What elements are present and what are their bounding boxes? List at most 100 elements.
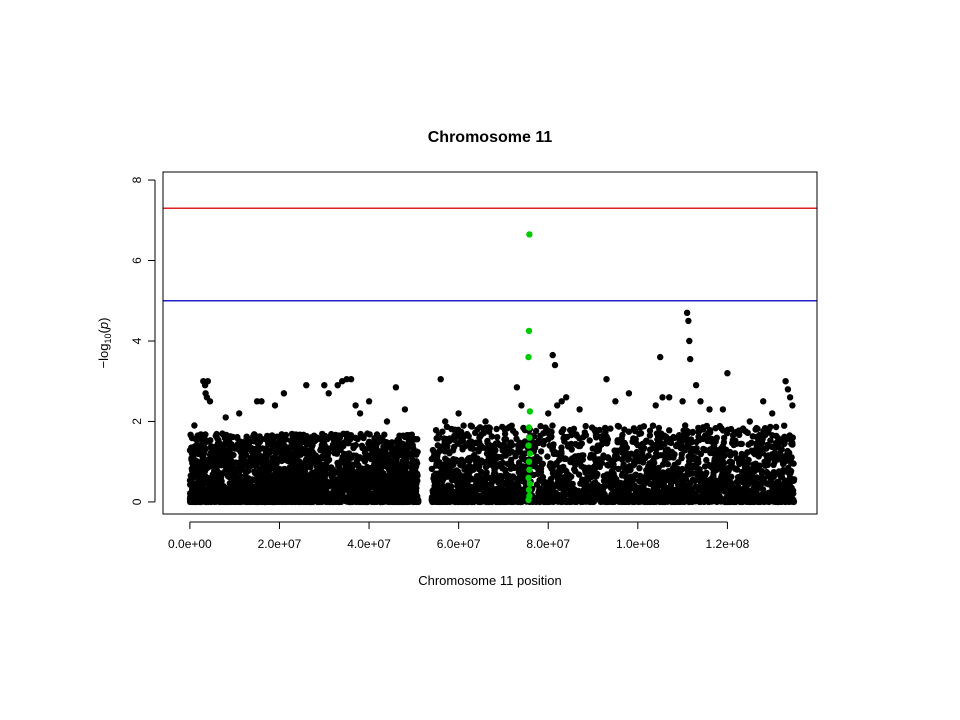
snp-point xyxy=(696,498,703,505)
snp-point xyxy=(676,436,683,443)
snp-point xyxy=(701,471,708,478)
snp-point xyxy=(630,462,637,469)
snp-point xyxy=(689,429,696,436)
snp-point xyxy=(531,444,539,451)
snp-point xyxy=(219,446,226,453)
snp-point xyxy=(721,452,728,460)
snp-point xyxy=(470,498,477,505)
snp-point xyxy=(734,474,742,481)
snp-point xyxy=(558,428,566,435)
snp-point xyxy=(509,441,516,449)
snp-point xyxy=(204,463,212,470)
snp-point xyxy=(200,456,207,464)
snp-point xyxy=(293,453,301,460)
snp-point xyxy=(758,437,765,445)
snp-point xyxy=(240,454,247,461)
snp-point xyxy=(460,422,467,429)
snp-point xyxy=(477,433,484,440)
snp-point xyxy=(779,460,787,468)
snp-point xyxy=(288,464,295,471)
snp-point xyxy=(380,443,387,450)
snp-point xyxy=(664,484,671,492)
snp-point xyxy=(580,452,587,459)
snp-point xyxy=(441,448,449,455)
snp-point xyxy=(406,470,413,477)
snp-point xyxy=(656,472,663,479)
snp-point xyxy=(467,454,474,461)
snp-point xyxy=(548,433,555,440)
snp-point xyxy=(753,484,760,492)
snp-point xyxy=(264,432,271,440)
snp-point xyxy=(509,427,517,434)
snp-point xyxy=(188,434,196,442)
snp-point xyxy=(321,489,328,497)
snp-point xyxy=(745,441,752,448)
snp-point xyxy=(499,487,506,494)
snp-point xyxy=(439,483,446,490)
snp-point xyxy=(222,454,229,461)
snp-point xyxy=(350,452,357,459)
snp-point xyxy=(575,471,583,478)
snp-point xyxy=(472,482,479,489)
snp-point xyxy=(752,460,759,467)
snp-point xyxy=(408,432,415,440)
snp-point xyxy=(368,446,375,454)
snp-point xyxy=(653,484,661,491)
points-layer xyxy=(186,231,798,506)
snp-point xyxy=(548,488,555,496)
snp-point xyxy=(409,483,416,490)
snp-point xyxy=(719,468,726,475)
snp-point xyxy=(736,459,743,466)
snp-point xyxy=(455,468,462,475)
snp-point xyxy=(226,448,233,455)
snp-point xyxy=(535,489,542,496)
snp-point xyxy=(247,481,254,488)
snp-point xyxy=(503,425,511,432)
snp-point xyxy=(222,433,229,440)
snp-point xyxy=(760,427,767,435)
snp-point xyxy=(506,474,514,482)
snp-point xyxy=(738,452,746,459)
snp-point xyxy=(706,446,714,453)
snp-point xyxy=(192,497,200,505)
snp-point xyxy=(192,462,199,469)
snp-point xyxy=(593,473,600,480)
snp-point xyxy=(240,484,247,492)
snp-point xyxy=(332,438,339,445)
snp-point xyxy=(313,463,321,470)
snp-point xyxy=(537,469,545,476)
snp-point xyxy=(434,442,441,449)
snp-point xyxy=(642,438,649,446)
snp-point xyxy=(352,441,359,449)
snp-point xyxy=(282,436,290,443)
snp-point xyxy=(486,485,494,492)
snp-point xyxy=(251,431,258,438)
snp-point xyxy=(434,485,441,492)
snp-point xyxy=(770,461,777,468)
snp-point xyxy=(682,474,689,481)
snp-point xyxy=(235,493,243,500)
snp-point xyxy=(625,494,632,501)
snp-point xyxy=(271,443,279,451)
snp-point xyxy=(695,433,702,440)
snp-point xyxy=(565,471,572,479)
snp-point xyxy=(770,469,777,476)
snp-point xyxy=(325,449,332,456)
snp-point xyxy=(551,449,559,456)
snp-point xyxy=(573,431,580,438)
snp-point xyxy=(202,431,209,438)
snp-point xyxy=(519,494,526,501)
snp-point xyxy=(188,450,196,457)
snp-point xyxy=(233,473,240,481)
snp-point xyxy=(341,450,348,458)
snp-point xyxy=(780,434,788,441)
snp-point xyxy=(488,433,495,440)
snp-point xyxy=(499,481,506,489)
snp-point xyxy=(621,441,629,448)
snp-point xyxy=(710,469,717,477)
snp-point xyxy=(451,432,458,440)
snp-point xyxy=(318,453,325,461)
snp-point xyxy=(245,467,252,475)
snp-point xyxy=(785,456,792,463)
snp-point xyxy=(682,482,689,489)
